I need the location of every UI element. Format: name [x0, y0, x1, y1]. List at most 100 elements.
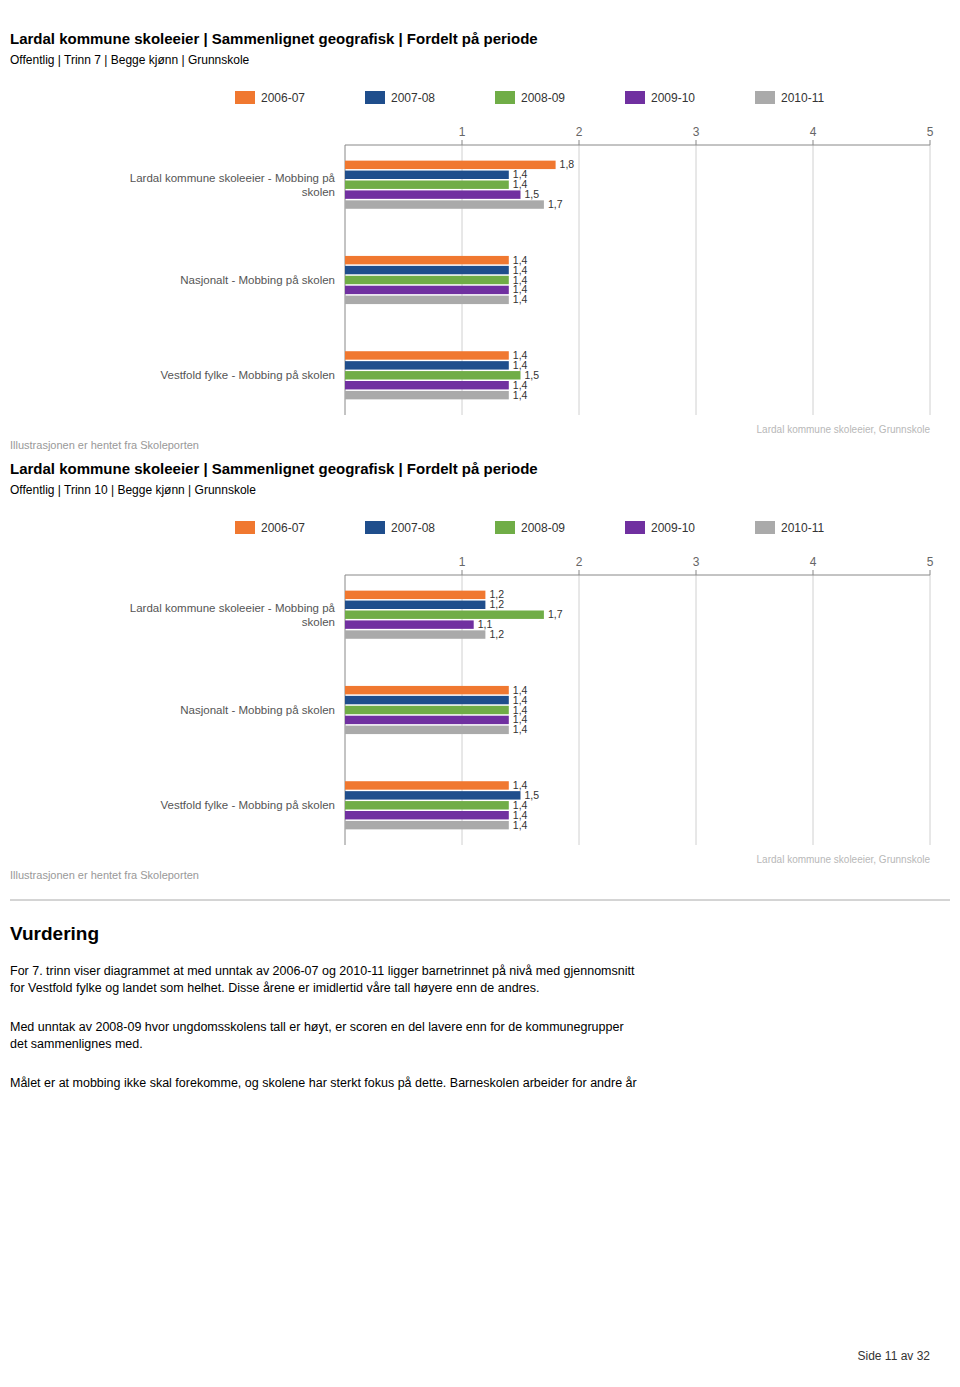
legend-label: 2009-10: [651, 521, 695, 535]
annotation: Lardal kommune skoleeier, Grunnskole: [757, 854, 931, 865]
category-label: Vestfold fylke - Mobbing på skolen: [160, 369, 335, 381]
bar: [345, 371, 521, 379]
data-label: 1,7: [548, 608, 563, 620]
bar: [345, 601, 485, 609]
bar: [345, 686, 509, 694]
bar: [345, 821, 509, 829]
legend-swatch: [495, 521, 515, 534]
category-label: Lardal kommune skoleeier - Mobbing på sko…: [130, 602, 336, 628]
tick-label: 3: [693, 125, 700, 139]
tick-mark: [462, 570, 463, 575]
chart-title: Lardal kommune skoleeier | Sammenlignet …: [10, 30, 538, 47]
text-line: skolen: [302, 186, 335, 198]
bar: [345, 811, 509, 819]
tick-label: 4: [810, 555, 817, 569]
chart-subtitle: Offentlig | Trinn 7 | Begge kjønn | Grun…: [10, 53, 250, 67]
tick-mark: [930, 570, 931, 575]
bar: [345, 726, 509, 734]
bar: [345, 801, 509, 809]
legend-label: 2009-10: [651, 91, 695, 105]
legend-label: 2007-08: [391, 521, 435, 535]
chart: Lardal kommune skoleeier | Sammenlignet …: [10, 30, 934, 451]
text-line: Lardal kommune skoleeier - Mobbing på: [130, 172, 336, 184]
text-line: skolen: [302, 616, 335, 628]
bar: [345, 171, 509, 179]
grid-line: [579, 575, 580, 845]
chart-title: Lardal kommune skoleeier | Sammenlignet …: [10, 460, 538, 477]
grid-line: [696, 145, 697, 415]
bar: [345, 276, 509, 284]
bar: [345, 180, 509, 188]
background: [0, 0, 960, 1387]
page: Lardal kommune skoleeier | Sammenlignet …: [0, 0, 960, 1387]
legend-swatch: [755, 521, 775, 534]
grid-line: [579, 145, 580, 415]
bar: [345, 286, 509, 294]
text-line: Lardal kommune skoleeier - Mobbing på: [130, 602, 336, 614]
bar: [345, 200, 544, 208]
chart: Lardal kommune skoleeier | Sammenlignet …: [10, 460, 934, 881]
bar: [345, 781, 509, 789]
legend-label: 2008-09: [521, 521, 565, 535]
text-line: det sammenlignes med.: [10, 1037, 143, 1051]
tick-mark: [813, 570, 814, 575]
legend-label: 2007-08: [391, 91, 435, 105]
legend-swatch: [365, 521, 385, 534]
grid-line: [696, 575, 697, 845]
bar: [345, 381, 509, 389]
tick-label: 3: [693, 555, 700, 569]
category-label: Vestfold fylke - Mobbing på skolen: [160, 799, 335, 811]
tick-label: 2: [576, 555, 583, 569]
legend-label: 2010-11: [781, 91, 824, 105]
bar: [345, 620, 474, 628]
text-line: Målet er at mobbing ikke skal forekomme,…: [10, 1076, 637, 1090]
data-label: 1,4: [513, 723, 528, 735]
category-label: Nasjonalt - Mobbing på skolen: [180, 274, 335, 286]
paragraph: Målet er at mobbing ikke skal forekomme,…: [10, 1076, 637, 1090]
text-line: Nasjonalt - Mobbing på skolen: [180, 274, 335, 286]
category-label: Lardal kommune skoleeier - Mobbing på sko…: [130, 172, 336, 198]
data-label: 1,5: [525, 188, 540, 200]
data-label: 1,8: [560, 158, 575, 170]
tick-mark: [579, 570, 580, 575]
tick-mark: [696, 570, 697, 575]
bar: [345, 706, 509, 714]
data-label: 1,4: [513, 389, 528, 401]
bar: [345, 391, 509, 399]
tick-label: 1: [459, 125, 466, 139]
bar: [345, 256, 509, 264]
data-labels: 1,21,21,71,11,21,41,41,41,41,41,41,51,41…: [478, 588, 563, 830]
text-line: Vestfold fylke - Mobbing på skolen: [160, 369, 335, 381]
data-label: 1,7: [548, 198, 563, 210]
legend-swatch: [495, 91, 515, 104]
data-labels: 1,81,41,41,51,71,41,41,41,41,41,41,41,51…: [513, 158, 575, 400]
data-label: 1,4: [513, 819, 528, 831]
legend-swatch: [625, 521, 645, 534]
text-line: Vestfold fylke - Mobbing på skolen: [160, 799, 335, 811]
text-line: Nasjonalt - Mobbing på skolen: [180, 704, 335, 716]
tick-mark: [462, 140, 463, 145]
tick-mark: [579, 140, 580, 145]
text-line: Med unntak av 2008-09 hvor ungdomsskolen…: [10, 1020, 624, 1034]
bar: [345, 361, 509, 369]
bar: [345, 696, 509, 704]
tick-label: 4: [810, 125, 817, 139]
bar: [345, 296, 509, 304]
chart-subtitle: Offentlig | Trinn 10 | Begge kjønn | Gru…: [10, 483, 256, 497]
tick-label: 1: [459, 555, 466, 569]
bar: [345, 266, 509, 274]
legend-swatch: [235, 521, 255, 534]
legend-label: 2008-09: [521, 91, 565, 105]
x-axis-line: [345, 575, 930, 576]
tick-label: 5: [927, 555, 934, 569]
data-label: 1,4: [513, 293, 528, 305]
legend-swatch: [755, 91, 775, 104]
grid-line: [813, 145, 814, 415]
page-number: Side 11 av 32: [858, 1349, 931, 1363]
separator: [10, 900, 950, 901]
x-axis-line: [345, 145, 930, 146]
tick-mark: [930, 140, 931, 145]
bar: [345, 630, 485, 638]
bars: [345, 161, 556, 400]
legend-swatch: [365, 91, 385, 104]
